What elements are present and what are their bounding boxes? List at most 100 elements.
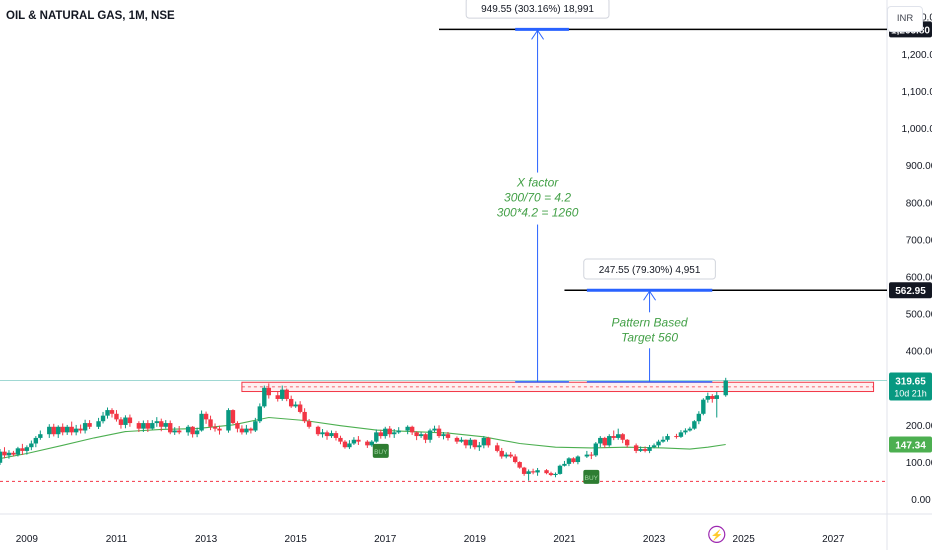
measure-label-box	[465, 0, 610, 19]
candle-body	[315, 426, 321, 435]
candle-body	[710, 395, 715, 399]
candle-body	[168, 423, 173, 433]
candle	[212, 423, 218, 432]
moving-average-line	[0, 416, 726, 460]
candle-body	[190, 426, 195, 435]
candle-body	[159, 421, 164, 427]
candle-body	[302, 411, 307, 422]
y-tick-label: 1,000.00	[902, 124, 932, 135]
measure-arrow-head	[531, 29, 544, 40]
candle	[127, 414, 133, 427]
y-tick-label: 700.00	[906, 235, 932, 246]
candle-body	[611, 436, 616, 438]
currency-button[interactable]: INR	[887, 6, 923, 32]
candle	[530, 468, 536, 475]
buy-marker: BUY	[372, 443, 389, 458]
candle-body	[454, 437, 460, 442]
candle-body	[297, 404, 303, 412]
candle-body	[571, 458, 576, 463]
candle-body	[687, 428, 693, 431]
candle	[51, 423, 56, 437]
candle-body	[383, 428, 388, 437]
candle-body	[369, 441, 375, 446]
candle	[297, 401, 303, 414]
candle	[329, 430, 334, 438]
price-label-text: 319.65	[895, 377, 926, 388]
candle	[172, 427, 177, 435]
candle-body	[6, 452, 12, 456]
candle-body	[118, 419, 124, 425]
candle	[392, 429, 397, 438]
y-tick-label: 100.00	[906, 458, 932, 469]
buy-marker-bg	[372, 443, 389, 458]
candle-body	[56, 426, 61, 435]
candle	[701, 398, 706, 416]
y-tick-label: 800.00	[906, 198, 932, 209]
candle	[87, 420, 92, 430]
candle	[109, 408, 115, 418]
candle	[383, 426, 388, 439]
candle-body	[624, 439, 630, 446]
candle	[427, 428, 433, 443]
candle-body	[692, 421, 697, 429]
candle	[660, 436, 666, 443]
candle-body	[432, 428, 437, 431]
candle	[445, 431, 451, 441]
candle	[598, 436, 603, 448]
candle	[118, 417, 124, 429]
candle	[123, 415, 128, 429]
annotation-line: 300*4.2 = 1260	[497, 206, 579, 220]
annotation-line: Pattern Based	[612, 315, 688, 329]
x-tick-label: 2023	[643, 534, 666, 545]
candle-body	[351, 439, 357, 444]
candle-body	[185, 426, 191, 433]
x-tick-label: 2011	[106, 534, 128, 545]
candle-body	[51, 426, 56, 435]
candle	[678, 430, 684, 438]
candle	[454, 436, 460, 444]
candle-body	[145, 423, 151, 429]
price-label-bg	[889, 436, 932, 453]
candle	[64, 424, 70, 435]
candle	[651, 443, 657, 449]
candle	[56, 425, 61, 438]
candle	[553, 472, 558, 478]
candle	[517, 461, 522, 469]
annotation-line: Target 560	[621, 330, 678, 344]
candle-body	[217, 428, 222, 431]
candle	[602, 436, 607, 448]
candle-body	[477, 445, 482, 448]
candle	[244, 424, 249, 435]
y-tick-label: 200.00	[906, 421, 932, 432]
candle-body	[123, 417, 128, 425]
annotation-line: X factor	[516, 176, 559, 190]
candle	[459, 437, 464, 443]
candle	[199, 410, 204, 432]
candle-body	[60, 426, 65, 433]
candle-body	[665, 436, 670, 440]
candle-body	[723, 380, 728, 396]
candle	[105, 407, 110, 419]
lightning-icon: ⚡	[711, 528, 723, 541]
candle	[374, 429, 379, 443]
candle-body	[495, 445, 500, 451]
candle	[566, 457, 572, 467]
candle-body	[64, 426, 70, 433]
candle	[96, 417, 101, 430]
candle-body	[266, 387, 271, 396]
candle	[217, 425, 222, 435]
candle-body	[499, 450, 504, 457]
candle-body	[535, 470, 540, 473]
candle-body	[172, 430, 177, 433]
candle-body	[194, 430, 200, 435]
candle-body	[73, 428, 79, 433]
candle	[647, 444, 652, 454]
candle	[521, 466, 527, 476]
candle	[504, 452, 509, 459]
candle-body	[584, 454, 590, 457]
candle	[409, 425, 415, 435]
candle-body	[280, 389, 285, 399]
candle	[584, 450, 590, 458]
